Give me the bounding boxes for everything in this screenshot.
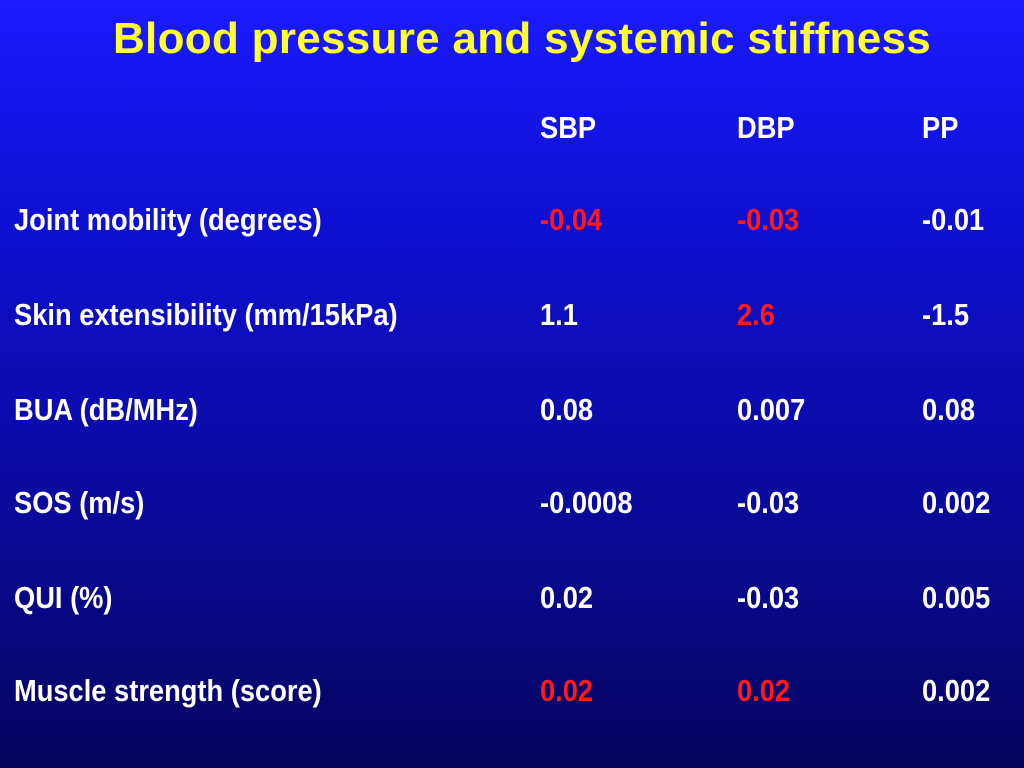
table-cell: -0.0008 (540, 485, 633, 520)
table-cell: -1.5 (922, 297, 970, 332)
table-cell: 0.02 (737, 673, 791, 708)
row-label-muscle-strength: Muscle strength (score) (14, 673, 322, 708)
table-cell: -0.01 (922, 202, 985, 237)
table-cell: -0.03 (737, 580, 800, 615)
row-label-joint-mobility: Joint mobility (degrees) (14, 202, 322, 237)
table-cell: 0.02 (540, 673, 594, 708)
slide-title: Blood pressure and systemic stiffness (112, 14, 932, 63)
row-label-sos: SOS (m/s) (14, 485, 145, 520)
table-cell: 0.002 (922, 485, 991, 520)
column-header-sbp: SBP (540, 110, 597, 145)
table-cell: 1.1 (540, 297, 578, 332)
table-cell: -0.04 (540, 202, 603, 237)
column-header-dbp: DBP (737, 110, 795, 145)
table-cell: 0.08 (922, 392, 976, 427)
table-cell: -0.03 (737, 485, 800, 520)
table-cell: 0.002 (922, 673, 991, 708)
table-cell: -0.03 (737, 202, 800, 237)
row-label-skin-extensibility: Skin extensibility (mm/15kPa) (14, 297, 398, 332)
column-header-pp: PP (922, 110, 959, 145)
table-cell: 0.02 (540, 580, 594, 615)
table-cell: 0.08 (540, 392, 594, 427)
table-cell: 0.005 (922, 580, 991, 615)
table-cell: 2.6 (737, 297, 775, 332)
row-label-bua: BUA (dB/MHz) (14, 392, 198, 427)
table-cell: 0.007 (737, 392, 806, 427)
row-label-qui: QUI (%) (14, 580, 113, 615)
